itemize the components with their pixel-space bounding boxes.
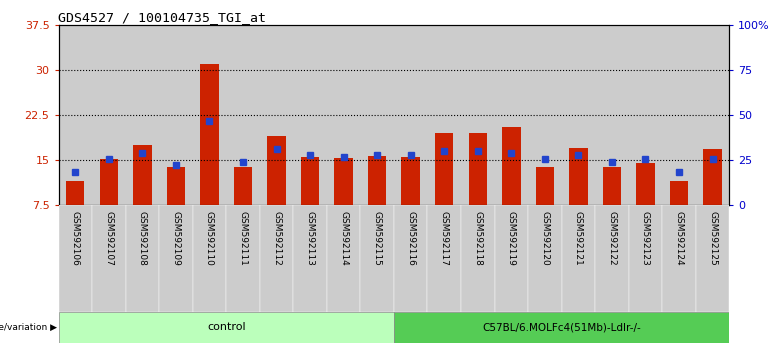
Bar (670, 181, 688, 205)
Bar (58, 25, 92, 205)
Bar (100, 159, 118, 205)
Bar (193, 205, 226, 312)
Text: GSM592118: GSM592118 (473, 211, 482, 266)
Text: GSM592121: GSM592121 (574, 211, 583, 266)
Bar (629, 25, 662, 205)
Bar (268, 136, 285, 205)
Bar (502, 127, 520, 205)
Bar (260, 25, 293, 205)
Bar (92, 25, 126, 205)
Bar (133, 145, 151, 205)
Text: control: control (207, 322, 246, 332)
Bar (368, 156, 386, 205)
Bar (360, 25, 394, 205)
Bar (469, 133, 487, 205)
Text: GSM592123: GSM592123 (641, 211, 650, 266)
Bar (427, 25, 461, 205)
Bar (335, 158, 353, 205)
Text: GSM592114: GSM592114 (339, 211, 348, 266)
Text: GSM592107: GSM592107 (105, 211, 113, 266)
Text: GSM592124: GSM592124 (675, 211, 683, 265)
Bar (427, 205, 461, 312)
Text: GSM592111: GSM592111 (239, 211, 247, 266)
Text: GSM592112: GSM592112 (272, 211, 281, 266)
Bar (696, 205, 729, 312)
Text: GSM592120: GSM592120 (541, 211, 549, 266)
Text: GSM592116: GSM592116 (406, 211, 415, 266)
Bar (260, 205, 293, 312)
Bar (327, 25, 360, 205)
Bar (495, 25, 528, 205)
Bar (595, 205, 629, 312)
Bar (293, 205, 327, 312)
Bar (569, 148, 587, 205)
Bar (495, 205, 528, 312)
Bar (200, 64, 218, 205)
Bar (360, 205, 394, 312)
Bar (126, 25, 159, 205)
Bar (167, 167, 185, 205)
Text: GSM592109: GSM592109 (172, 211, 180, 266)
Bar (327, 205, 360, 312)
Bar (704, 149, 722, 205)
Text: GSM592106: GSM592106 (71, 211, 80, 266)
Bar (435, 133, 453, 205)
Bar (58, 312, 394, 343)
Text: GSM592125: GSM592125 (708, 211, 717, 266)
Bar (461, 25, 495, 205)
Text: genotype/variation ▶: genotype/variation ▶ (0, 323, 57, 332)
Bar (293, 25, 327, 205)
Text: GSM592117: GSM592117 (440, 211, 448, 266)
Text: GSM592115: GSM592115 (373, 211, 381, 266)
Text: GSM592119: GSM592119 (507, 211, 516, 266)
Bar (159, 25, 193, 205)
Bar (662, 205, 696, 312)
Bar (234, 167, 252, 205)
Bar (603, 167, 621, 205)
Bar (662, 25, 696, 205)
Text: GSM592113: GSM592113 (306, 211, 314, 266)
Bar (394, 25, 427, 205)
Bar (394, 205, 427, 312)
Bar (126, 205, 159, 312)
Bar (696, 25, 729, 205)
Text: GSM592122: GSM592122 (608, 211, 616, 265)
Text: GDS4527 / 100104735_TGI_at: GDS4527 / 100104735_TGI_at (58, 11, 267, 24)
Bar (629, 205, 662, 312)
Bar (92, 205, 126, 312)
Bar (562, 205, 595, 312)
Bar (58, 205, 92, 312)
Bar (528, 25, 562, 205)
Bar (528, 205, 562, 312)
Bar (402, 157, 420, 205)
Text: GSM592108: GSM592108 (138, 211, 147, 266)
Bar (536, 167, 554, 205)
Bar (159, 205, 193, 312)
Text: C57BL/6.MOLFc4(51Mb)-Ldlr-/-: C57BL/6.MOLFc4(51Mb)-Ldlr-/- (482, 322, 641, 332)
Bar (66, 181, 84, 205)
Bar (226, 25, 260, 205)
Bar (193, 25, 226, 205)
Text: GSM592110: GSM592110 (205, 211, 214, 266)
Bar (394, 312, 729, 343)
Bar (301, 157, 319, 205)
Bar (595, 25, 629, 205)
Bar (226, 205, 260, 312)
Bar (636, 163, 654, 205)
Bar (461, 205, 495, 312)
Bar (562, 25, 595, 205)
